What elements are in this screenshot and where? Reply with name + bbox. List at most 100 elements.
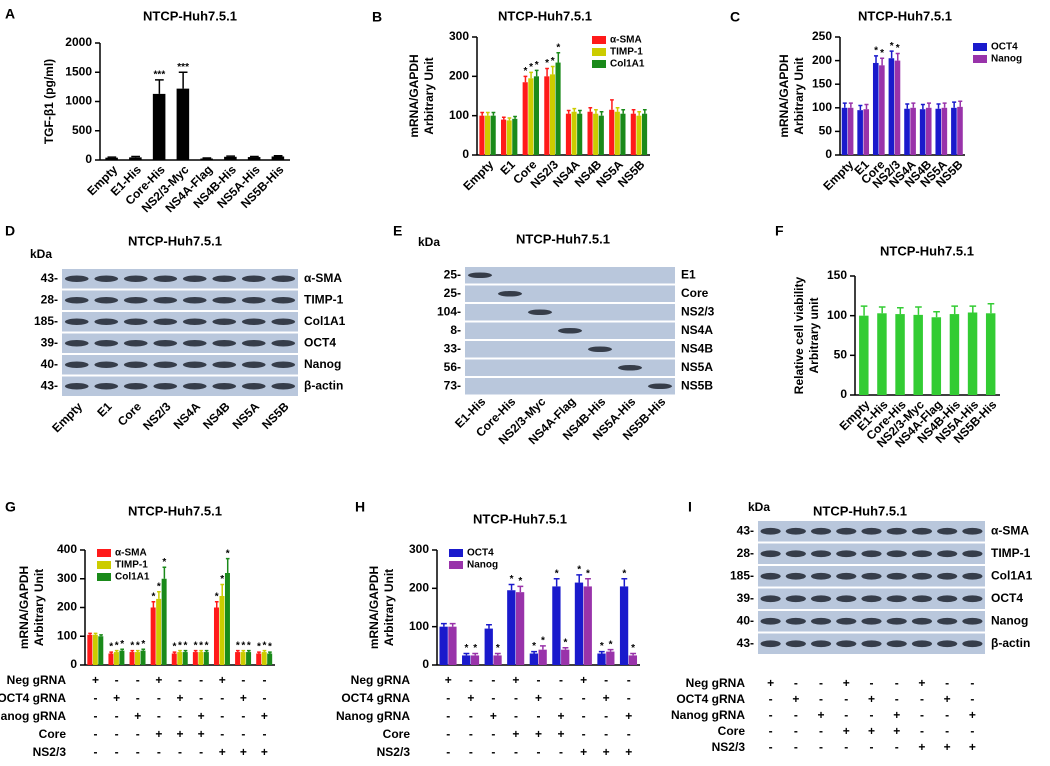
error-bar: [598, 650, 605, 654]
condition-mark: +: [603, 691, 610, 705]
bar: [470, 655, 480, 665]
condition-mark: +: [198, 727, 205, 741]
error-bar: [486, 624, 492, 629]
error-bar: [93, 632, 98, 635]
blot-band: [153, 340, 178, 347]
condition-mark: -: [446, 709, 450, 723]
condition-label: Neg gRNA: [7, 673, 67, 687]
condition-label: Nanog gRNA: [336, 709, 410, 723]
lane-label: E1: [94, 399, 115, 420]
condition-mark: -: [582, 691, 586, 705]
significance: *: [141, 639, 145, 650]
blot-band: [760, 550, 781, 558]
error-bar: [273, 155, 283, 157]
error-bar: [936, 103, 941, 109]
error-bar: [615, 107, 620, 112]
blot-band: [836, 617, 857, 625]
condition-mark: -: [157, 691, 161, 705]
condition-mark: -: [115, 709, 119, 723]
condition-mark: -: [178, 745, 182, 759]
bar: [267, 653, 273, 665]
blot-band: [94, 361, 119, 368]
bar: [957, 106, 963, 155]
error-bar: [594, 109, 598, 114]
y-axis-label: Arbitrary Unit: [382, 569, 396, 646]
error-bar: [141, 648, 146, 651]
y-tick-label: 100: [449, 108, 469, 122]
condition-mark: -: [136, 745, 140, 759]
condition-mark: +: [512, 727, 519, 741]
error-bar: [848, 102, 853, 108]
blot-band: [937, 640, 958, 648]
kda-label: 73-: [444, 378, 461, 392]
band-label: α-SMA: [991, 523, 1029, 537]
error-bar: [572, 107, 577, 112]
bar: [538, 649, 547, 665]
blot-band: [810, 595, 832, 603]
blot-band: [886, 617, 907, 625]
blot-band: [241, 340, 266, 347]
condition-mark: -: [115, 673, 119, 687]
blot-band: [785, 617, 806, 625]
bar: [967, 312, 978, 395]
legend-swatch: [973, 43, 987, 51]
condition-mark: -: [469, 745, 473, 759]
error-bar: [531, 650, 538, 654]
condition-mark: -: [819, 724, 823, 738]
error-bar: [268, 651, 272, 654]
legend-label: Nanog: [467, 560, 498, 571]
condition-label: Nanog gRNA: [0, 709, 66, 723]
condition-mark: -: [178, 709, 182, 723]
error-bar: [214, 601, 219, 608]
x-tick-label: Empty: [460, 157, 496, 193]
bar: [140, 650, 146, 665]
condition-mark: -: [220, 691, 224, 705]
legend-swatch: [592, 36, 606, 44]
error-bar: [630, 652, 637, 656]
blot-band: [271, 275, 296, 282]
condition-mark: +: [893, 708, 900, 722]
bar: [485, 115, 491, 155]
blot-band: [937, 617, 958, 625]
blot-band: [937, 550, 958, 558]
condition-mark: -: [604, 673, 608, 687]
y-tick-label: 0: [70, 657, 77, 671]
significance: *: [194, 640, 198, 651]
error-bar: [610, 99, 614, 110]
y-tick-label: 300: [57, 571, 77, 585]
bar: [261, 652, 267, 665]
significance: *: [151, 591, 155, 602]
error-bar: [151, 601, 156, 608]
blot-band: [861, 572, 882, 580]
condition-mark: -: [514, 691, 518, 705]
band-label: NS4B: [681, 341, 713, 355]
error-bar: [262, 649, 267, 653]
panel-letter: H: [355, 499, 365, 515]
condition-mark: +: [176, 691, 183, 705]
condition-mark: -: [769, 740, 773, 754]
y-axis-label: Relative cell viability: [792, 276, 806, 394]
error-bar: [250, 155, 259, 158]
bar: [108, 653, 114, 665]
condition-mark: +: [944, 740, 951, 754]
panel-letter: B: [372, 9, 382, 25]
blot-band: [558, 327, 582, 334]
blot-strip: [465, 267, 675, 284]
significance: *: [226, 548, 230, 559]
bar: [528, 78, 534, 155]
blot-band: [760, 617, 781, 625]
bar: [641, 113, 648, 155]
blot-band: [94, 340, 119, 347]
significance: *: [535, 60, 539, 71]
error-bar: [120, 648, 124, 651]
blot-band: [123, 340, 148, 347]
error-bar: [472, 652, 479, 656]
blot-band: [153, 383, 178, 390]
error-bar: [878, 306, 886, 314]
kda-label: 28-: [737, 546, 754, 560]
kda-label: 43-: [41, 378, 58, 392]
error-bar: [155, 79, 164, 94]
band-label: Core: [681, 286, 709, 300]
kda-label: 104-: [437, 304, 461, 318]
bar: [105, 157, 118, 160]
